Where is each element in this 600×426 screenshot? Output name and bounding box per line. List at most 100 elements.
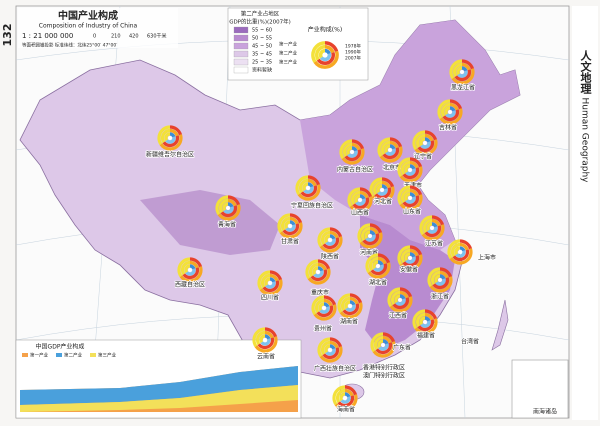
ring-segment: [335, 388, 355, 408]
ring-segment: [339, 392, 351, 404]
ring-center: [368, 234, 372, 238]
province-label: 云南省: [257, 353, 275, 361]
ring-segment: [318, 48, 332, 62]
ring-segment: [320, 340, 340, 360]
ring-center: [316, 270, 320, 274]
ring-segment: [308, 262, 328, 282]
ring-segment: [447, 239, 473, 265]
legend-class: 35 ~ 45: [252, 52, 272, 58]
province-label: 江西省: [389, 312, 407, 320]
ring-segment: [430, 270, 450, 290]
ring-segment: [218, 198, 238, 218]
ring-segment: [339, 392, 351, 404]
ring-segment: [450, 242, 470, 262]
province-label: 贵州省: [314, 325, 332, 333]
industry-ring: [370, 332, 396, 358]
ring-segment: [252, 327, 278, 353]
ring-segment: [311, 41, 339, 69]
ring-center: [408, 196, 412, 200]
industry-ring: [305, 259, 331, 285]
page-number: 132: [1, 24, 14, 47]
ring-segment: [364, 230, 376, 242]
ring-center: [328, 238, 332, 242]
industry-ring: [412, 130, 438, 156]
ring-segment: [317, 337, 343, 363]
inset-legend-swatch: [22, 353, 28, 357]
province-label: 河南省: [360, 249, 378, 257]
ring-segment: [412, 130, 438, 156]
ring-segment: [440, 102, 460, 122]
ring-segment: [157, 125, 183, 151]
ring-center: [328, 348, 332, 352]
ring-segment: [419, 137, 431, 149]
ring-segment: [412, 309, 438, 335]
ring-segment: [320, 340, 340, 360]
province-label: 天津市: [404, 182, 422, 190]
inset-legend-label: 第三产业: [98, 352, 116, 359]
legend-class: 资料暂缺: [252, 67, 272, 74]
ring-segment: [377, 137, 403, 163]
legend-class: 55 ~ 60: [252, 28, 272, 34]
ring-segment: [368, 256, 388, 276]
ring-segment: [160, 128, 180, 148]
ring-segment: [318, 302, 330, 314]
ring-segment: [427, 267, 453, 293]
side-title: 人文地理: [579, 49, 592, 94]
industry-ring: [412, 309, 438, 335]
ring-segment: [370, 332, 396, 358]
ring-segment: [314, 44, 336, 66]
scale-tick: 0: [93, 34, 96, 40]
ring-segment: [404, 192, 416, 204]
ring-center: [268, 281, 272, 285]
ring-segment: [412, 309, 438, 335]
ring-segment: [372, 180, 392, 200]
industry-ring: [419, 215, 445, 241]
ring-segment: [397, 185, 423, 211]
industry-ring: [449, 59, 475, 85]
legend-swatch: [233, 34, 249, 42]
ring-segment: [305, 259, 331, 285]
inset-legend-swatch: [56, 353, 62, 357]
ring-segment: [394, 294, 406, 306]
ring-segment: [255, 330, 275, 350]
industry-ring: [437, 99, 463, 125]
ring-segment: [312, 266, 324, 278]
province-label: 重庆市: [311, 289, 329, 297]
ring-center: [376, 264, 380, 268]
industry-ring: [337, 293, 363, 319]
province-label: 安徽省: [400, 266, 418, 274]
inset-title: 中国GDP产业构成: [36, 343, 85, 351]
industry-ring: [397, 245, 423, 271]
ring-segment: [260, 273, 280, 293]
ring-segment: [372, 260, 384, 272]
ring-segment: [344, 300, 356, 312]
industry-ring: [177, 257, 203, 283]
ring-segment: [377, 339, 389, 351]
ring-segment: [387, 287, 413, 313]
ring-segment: [180, 260, 200, 280]
province-label: 内蒙古自治区: [337, 166, 373, 174]
legend-box: [227, 7, 369, 81]
province-label: 湖南省: [340, 318, 358, 326]
ring-segment: [444, 106, 456, 118]
ring-segment: [354, 194, 366, 206]
ring-segment: [397, 245, 423, 271]
place-label: 南海诸岛: [533, 408, 557, 416]
ring-segment: [324, 344, 336, 356]
province-label: 山西省: [351, 209, 369, 217]
ring-segment: [376, 184, 388, 196]
ring-segment: [255, 330, 275, 350]
ring-segment: [259, 334, 271, 346]
ring-segment: [302, 182, 314, 194]
ring-segment: [180, 260, 200, 280]
ring-legend-label: 第一产业: [279, 41, 297, 48]
ring-segment: [397, 245, 423, 271]
ring-center: [398, 298, 402, 302]
ring-segment: [317, 227, 343, 253]
ring-segment: [346, 146, 358, 158]
region-mid: [140, 190, 280, 255]
ring-segment: [452, 62, 472, 82]
province-label: 黑龙江省: [451, 84, 475, 92]
ring-segment: [311, 295, 337, 321]
ring-center: [408, 256, 412, 260]
